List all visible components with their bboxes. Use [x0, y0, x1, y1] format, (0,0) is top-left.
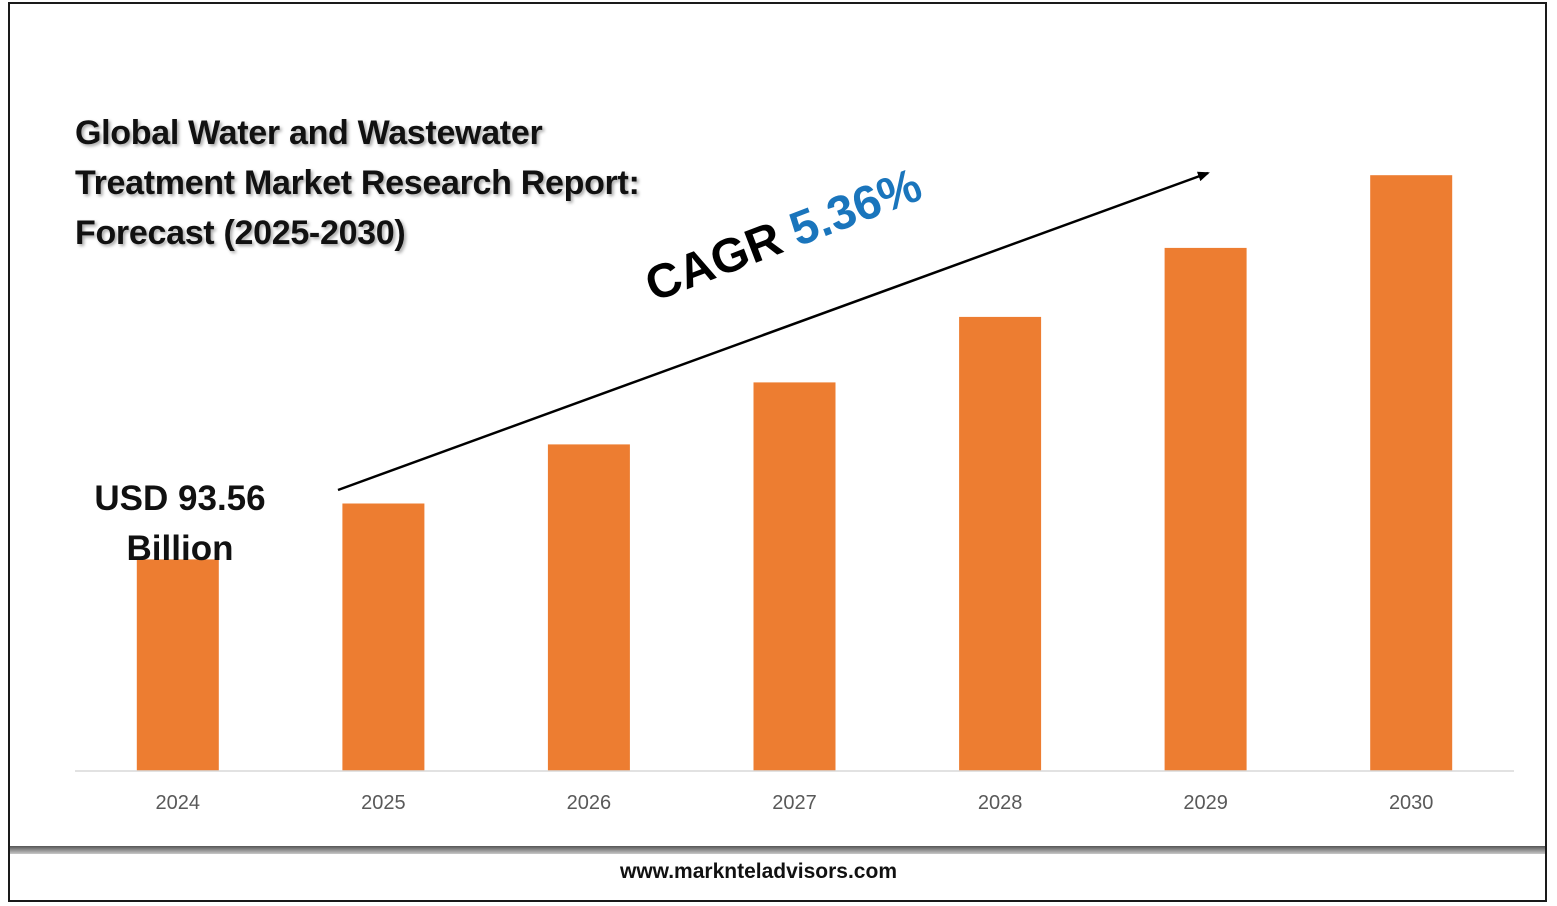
bar-2024 [136, 559, 219, 771]
start-value-line-1: USD 93.56 [94, 479, 266, 518]
x-tick-2028: 2028 [978, 792, 1023, 814]
footer-url[interactable]: www.marknteladvisors.com [620, 860, 897, 883]
bar-2028 [959, 316, 1042, 771]
bar-2026 [547, 444, 630, 771]
x-tick-labels: 2024 2025 2026 2027 2028 2029 2030 [156, 792, 1434, 814]
bar-2025 [342, 503, 425, 771]
start-value-label: USD 93.56 Billion [80, 474, 280, 574]
bar-group [136, 175, 1453, 771]
x-tick-2029: 2029 [1183, 792, 1228, 814]
title-line-2: Treatment Market Research Report: [75, 164, 640, 202]
bar-2029 [1164, 247, 1247, 771]
bar-2027 [753, 382, 836, 771]
x-tick-2026: 2026 [567, 792, 612, 814]
bar-2030 [1370, 175, 1453, 771]
x-tick-2025: 2025 [361, 792, 406, 814]
x-tick-2027: 2027 [772, 792, 817, 814]
title-line-1: Global Water and Wastewater [75, 114, 543, 152]
cagr-trend-arrow [337, 171, 1210, 492]
chart-title: Global Water and Wastewater Treatment Ma… [75, 108, 640, 258]
x-tick-2030: 2030 [1389, 792, 1434, 814]
start-value-line-2: Billion [126, 529, 234, 568]
title-line-3: Forecast (2025-2030) [75, 214, 406, 252]
footer-divider [10, 846, 1545, 854]
x-tick-2024: 2024 [156, 792, 201, 814]
